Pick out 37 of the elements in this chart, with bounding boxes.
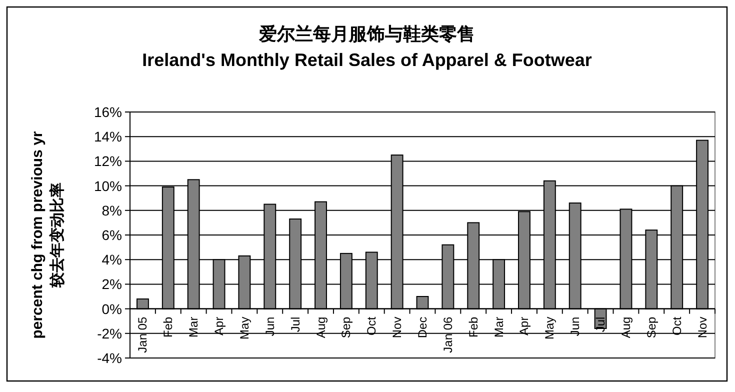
x-tick-label: Oct [670,316,684,336]
x-tick-label: Aug [618,316,633,338]
x-tick-label: Mar [492,316,506,338]
x-tick-label: Mar [186,316,201,338]
x-tick-label: Feb [466,316,480,338]
x-tick-label: Apr [212,316,226,336]
x-tick-label: Aug [314,316,328,338]
x-tick-label: Jun [262,316,277,336]
chart-subtitle: Ireland's Monthly Retail Sales of Apparel & Footwear [142,50,592,70]
y-tick-label: 10% [94,178,122,194]
y-axis-title: percent chg from previous yr 较去年变动比率 [29,131,66,339]
y-tick-label: 0% [102,300,122,317]
x-tick-label: Oct [364,316,379,336]
y-tick-label: 4% [102,252,122,268]
chart-title: 爱尔兰每月服饰与鞋类零售 [258,24,475,44]
x-tick-label: Feb [161,316,176,338]
y-tick-label: 14% [94,128,122,145]
y-tick-label: -4% [97,350,122,366]
x-tick-label: Nov [390,316,404,338]
x-tick-label: Nov [695,316,710,338]
x-tick-label: Jan 05 [136,316,150,353]
y-tick-label: 8% [102,202,122,218]
y-tick-label: 2% [102,276,122,292]
x-tick-label: Sep [339,316,354,338]
y-tick-label: 16% [94,104,122,120]
x-tick-label: Jul [594,316,608,332]
x-tick-label: Jul [288,316,302,332]
x-tick-label: May [237,316,252,340]
x-tick-label: Sep [644,316,658,338]
x-tick-label: Jan 06 [440,316,455,353]
y-tick-label: 12% [94,153,122,170]
x-tick-label: Apr [517,316,532,336]
y-tick-label: -2% [97,325,122,342]
x-tick-label: Jun [568,316,582,336]
y-tick-label: 6% [102,227,122,243]
x-tick-label: May [542,316,557,340]
x-tick-label: Dec [416,316,430,338]
